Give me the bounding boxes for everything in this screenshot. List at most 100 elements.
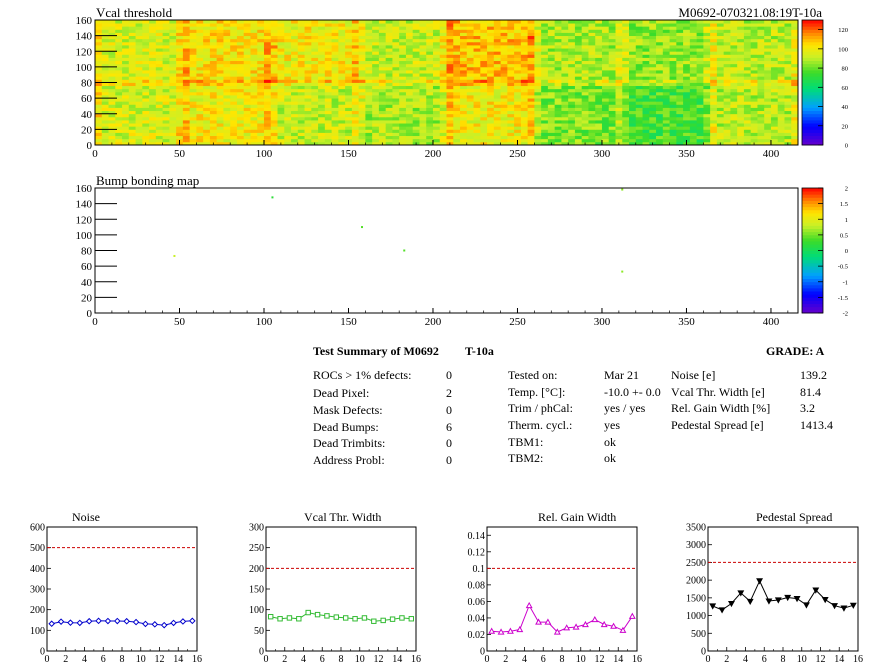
y-tick-label: 0 (259, 647, 264, 658)
heatmap-cell (324, 110, 332, 115)
heatmap-cell (527, 48, 535, 52)
heatmap-cell (561, 20, 569, 24)
heatmap-cell (236, 79, 245, 83)
heatmap-cell (189, 85, 197, 90)
heatmap-cell (291, 20, 299, 24)
heatmap-cell (439, 35, 447, 40)
x-tick-label: 12 (816, 654, 826, 665)
heatmap-cell (203, 63, 211, 68)
heatmap-cell (399, 120, 407, 124)
heatmap-cell (412, 66, 420, 71)
heatmap-cell (331, 95, 339, 99)
heatmap-cell (466, 101, 474, 105)
heatmap-cell (642, 38, 650, 43)
heatmap-cell (149, 82, 157, 87)
heatmap-cell (405, 48, 414, 52)
heatmap-cell (155, 26, 163, 30)
heatmap-cell (676, 101, 684, 105)
heatmap-cell (730, 129, 738, 133)
heatmap-cell (182, 88, 191, 93)
heatmap-cell (324, 116, 332, 121)
heatmap-cell (345, 76, 353, 80)
heatmap-cell (297, 132, 305, 137)
heatmap-cell (263, 116, 272, 121)
heatmap-cell (649, 129, 657, 133)
heatmap-cell (669, 132, 677, 137)
heatmap-cell (399, 135, 407, 140)
heatmap-cell (642, 63, 650, 68)
colorbar-segment (802, 219, 823, 223)
heatmap-cell (710, 85, 718, 90)
heatmap-cell (365, 91, 373, 96)
heatmap-cell (770, 82, 779, 87)
heatmap-cell (392, 45, 400, 49)
heatmap-cell (392, 57, 400, 62)
heatmap-cell (297, 138, 305, 143)
heatmap-cell (250, 73, 258, 77)
heatmap-cell (149, 129, 157, 133)
heatmap-cell (541, 123, 549, 127)
heatmap-cell (372, 101, 380, 105)
heatmap-cell (601, 120, 610, 124)
heatmap-cell (507, 76, 515, 80)
heatmap-cell (182, 45, 191, 49)
heatmap-cell (432, 20, 441, 24)
heatmap-cell (601, 26, 610, 30)
heatmap-cell (669, 79, 677, 83)
x-tick-label: 8 (120, 654, 125, 665)
heatmap-cell (588, 113, 596, 118)
heatmap-cell (642, 26, 650, 30)
heatmap-cell (169, 76, 177, 80)
heatmap-cell (703, 54, 711, 58)
heatmap-cell (635, 23, 643, 27)
heatmap-cell (764, 82, 772, 87)
heatmap-cell (520, 51, 529, 55)
heatmap-cell (493, 57, 501, 62)
heatmap-cell (656, 135, 664, 140)
heatmap-cell (372, 120, 380, 124)
heatmap-cell (432, 38, 441, 43)
heatmap-cell (757, 76, 765, 80)
heatmap-cell (372, 113, 380, 118)
heatmap-cell (615, 79, 623, 83)
heatmap-cell (284, 29, 292, 33)
heatmap-cell (480, 73, 488, 77)
colorbar-segment (802, 209, 823, 214)
heatmap-cell (257, 63, 265, 68)
heatmap-cell (399, 98, 407, 102)
heatmap-cell (649, 82, 657, 87)
heatmap-cell (277, 60, 285, 65)
heatmap-cell (507, 120, 515, 124)
heatmap-cell (662, 54, 670, 58)
heatmap-cell (588, 35, 596, 40)
heatmap-cell (743, 138, 752, 143)
y-tick-label: 120 (76, 46, 93, 58)
heatmap-cell (608, 132, 616, 137)
heatmap-cell (696, 91, 704, 96)
heatmap-cell (176, 32, 184, 37)
heatmap-cell (574, 26, 583, 30)
heatmap-cell (291, 60, 299, 65)
heatmap-cell (365, 135, 373, 140)
colorbar-segment (802, 107, 823, 112)
heatmap-cell (412, 95, 420, 99)
heatmap-cell (223, 79, 231, 83)
heatmap-cell (169, 60, 177, 65)
heatmap-cell (615, 138, 623, 143)
heatmap-cell (507, 104, 515, 108)
heatmap-cell (669, 101, 677, 105)
heatmap-cell (155, 32, 163, 37)
heatmap-cell (500, 57, 508, 62)
heatmap-cell (392, 73, 400, 77)
heatmap-cell (108, 132, 116, 137)
heatmap-cell (460, 60, 468, 65)
heatmap-cell (703, 48, 711, 52)
heatmap-cell (500, 79, 508, 83)
heatmap-cell (358, 51, 366, 55)
heatmap-cell (216, 41, 224, 46)
heatmap-cell (656, 132, 664, 137)
heatmap-cell (365, 51, 373, 55)
heatmap-cell (716, 32, 725, 37)
heatmap-cell (507, 45, 515, 49)
heatmap-cell (331, 70, 339, 74)
